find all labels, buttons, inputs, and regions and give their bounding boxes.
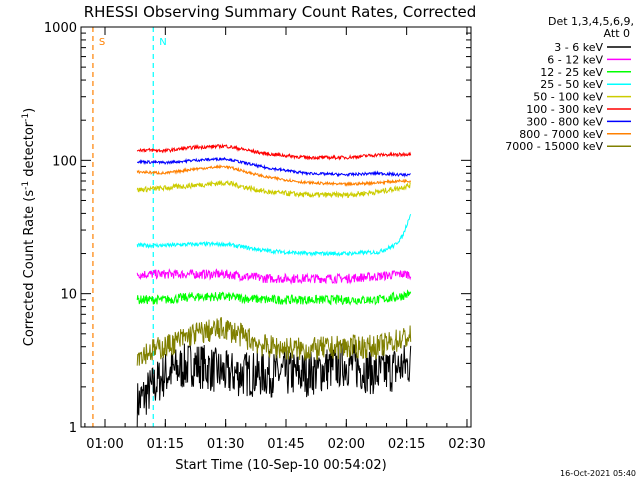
series-line-9 (136, 317, 412, 366)
y-axis: 1 10 100 1000 (44, 21, 471, 436)
y-axis-label-close: ) (22, 108, 37, 113)
y-tick-label: 1 (69, 421, 77, 436)
legend-label: 6 - 12 keV (547, 53, 603, 66)
legend-label: 800 - 7000 keV (519, 128, 603, 141)
y-axis-label: Corrected Count Rate (s-1 detector-1) (21, 108, 37, 346)
x-axis: 01:00 01:15 01:30 01:45 02:00 02:15 02:30 (84, 27, 486, 452)
y-axis-label-sup-2: -1 (21, 113, 31, 122)
series-line-3 (136, 289, 412, 306)
series-line-1 (136, 342, 412, 427)
y-axis-label-main: Corrected Count Rate (s (22, 190, 37, 347)
series-line-5 (136, 179, 412, 199)
x-tick-label: 02:00 (328, 437, 365, 452)
y-axis-label-tail: detector (22, 121, 37, 181)
timestamp: 16-Oct-2021 05:40 (560, 469, 636, 478)
legend-label: 12 - 25 keV (540, 66, 603, 79)
series-line-6 (136, 143, 412, 161)
series-line-7 (137, 156, 411, 178)
annotation-label-s: S (99, 37, 105, 48)
legend-label: 7000 - 15000 keV (505, 140, 603, 153)
legend-label: 100 - 300 keV (526, 103, 603, 116)
y-tick-label: 100 (52, 154, 77, 169)
y-axis-label-sup-1: -1 (21, 181, 31, 190)
plot-frame (80, 26, 472, 428)
series-line-4 (136, 213, 412, 258)
x-tick-label: 01:00 (86, 437, 123, 452)
legend-label: 50 - 100 keV (533, 91, 603, 104)
legend-header-line-2: Att 0 (604, 27, 630, 40)
x-axis-label: Start Time (10-Sep-10 00:54:02) (175, 458, 386, 473)
legend-header-line-1: Det 1,3,4,5,6,9, (548, 15, 634, 28)
annotation-label-n: N (159, 37, 166, 48)
legend-label: 3 - 6 keV (554, 41, 603, 54)
chart-title: RHESSI Observing Summary Count Rates, Co… (84, 3, 477, 21)
y-tick-label: 10 (60, 288, 77, 303)
x-tick-label: 01:45 (267, 437, 304, 452)
y-tick-label: 1000 (44, 21, 77, 36)
x-tick-label: 01:15 (147, 437, 184, 452)
series-line-8 (136, 164, 412, 187)
series-line-2 (136, 268, 412, 285)
x-tick-label: 02:30 (448, 437, 485, 452)
legend-label: 300 - 800 keV (526, 115, 603, 128)
x-tick-label: 01:30 (207, 437, 244, 452)
x-tick-label: 02:15 (388, 437, 425, 452)
legend-label: 25 - 50 keV (540, 78, 603, 91)
